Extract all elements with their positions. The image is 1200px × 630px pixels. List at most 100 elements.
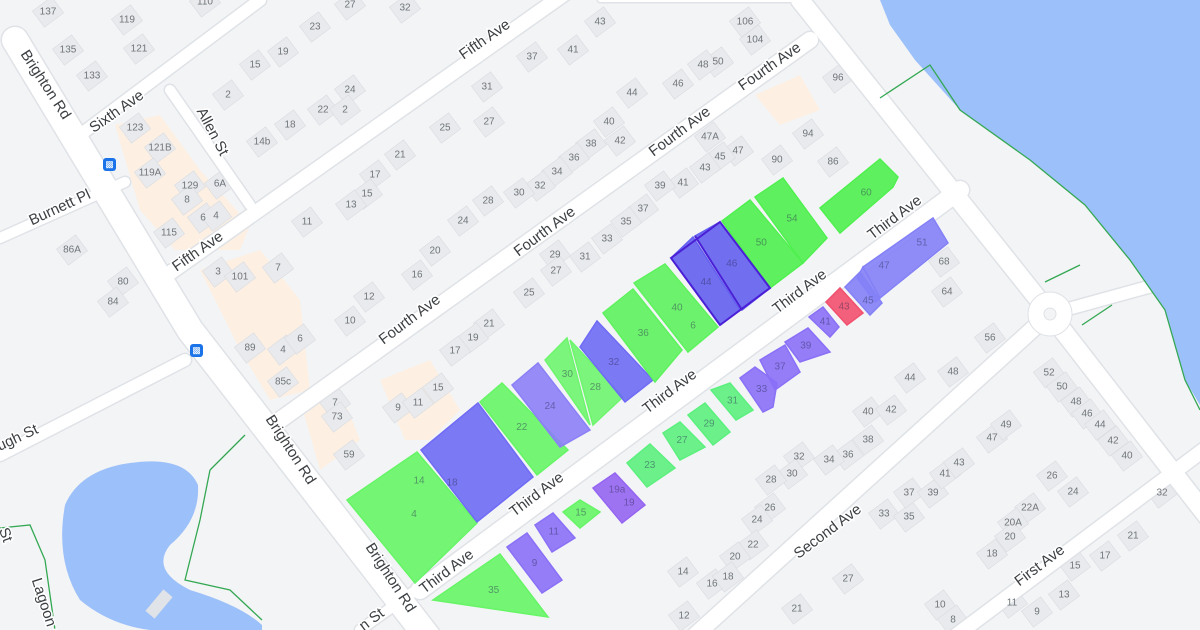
road[interactable] [165, 85, 255, 210]
building [615, 77, 649, 109]
building [666, 556, 700, 588]
parcel-15[interactable] [561, 499, 602, 529]
house-number: 44 [904, 373, 916, 384]
house-number: 26 [1046, 471, 1058, 482]
parcel-39[interactable] [783, 327, 832, 363]
parcel-23[interactable] [625, 442, 677, 489]
roundabout[interactable] [1043, 307, 1057, 321]
house-number: 32 [793, 452, 805, 463]
footbridge [145, 589, 173, 619]
building [930, 276, 964, 308]
road[interactable] [355, 575, 435, 630]
road[interactable] [950, 443, 1200, 630]
road[interactable] [0, 354, 191, 461]
house-number: 86A [63, 245, 81, 256]
parcel-36[interactable] [601, 287, 683, 384]
parcel-45[interactable] [843, 270, 883, 317]
house-number: 121B [148, 143, 172, 154]
house-number: 90 [771, 155, 783, 166]
house-number: 50 [712, 57, 724, 68]
road[interactable] [0, 177, 130, 243]
house-number: 18 [722, 572, 734, 583]
house-number: 16 [411, 270, 423, 281]
parcel-label: 41 [820, 317, 832, 328]
building [740, 504, 774, 536]
house-number: 3 [215, 267, 221, 278]
building [791, 118, 825, 150]
parcel-31[interactable] [709, 382, 755, 421]
parcel-24[interactable] [510, 361, 592, 448]
building [470, 71, 504, 103]
building [1083, 409, 1117, 441]
building [75, 60, 109, 92]
parcel-40[interactable] [632, 263, 720, 354]
house-number: 17 [1099, 551, 1111, 562]
parcel-18[interactable] [419, 401, 535, 524]
house-number: 110 [197, 0, 213, 8]
parcel-29[interactable] [686, 401, 732, 447]
parcel-4[interactable] [345, 450, 479, 585]
house-number: 26 [764, 503, 776, 514]
road[interactable] [689, 310, 1053, 630]
parcel-label: 33 [756, 384, 768, 395]
house-number: 86 [827, 157, 839, 168]
house-number: 35 [903, 512, 915, 523]
building [320, 401, 354, 433]
house-number: 14b [254, 137, 271, 148]
road[interactable] [2, 27, 439, 630]
building [583, 6, 617, 38]
road[interactable] [74, 0, 266, 141]
selected-parcel-outline [669, 220, 772, 327]
house-number: 115 [161, 228, 177, 239]
parcel-33[interactable] [738, 366, 778, 413]
building [333, 74, 367, 106]
building [472, 106, 506, 138]
house-number: 27 [483, 117, 495, 128]
road[interactable] [153, 0, 570, 287]
house-number: 29 [549, 250, 561, 261]
parcel-22[interactable] [478, 381, 570, 477]
building [851, 424, 885, 456]
house-number: 8 [950, 615, 956, 626]
road[interactable] [411, 181, 969, 599]
bus-stop-icon[interactable]: ▩ [103, 158, 116, 171]
house-number: 41 [567, 45, 579, 56]
parcel-43[interactable] [824, 286, 865, 327]
house-number: 44 [626, 88, 638, 99]
building [110, 4, 144, 36]
building [502, 177, 536, 209]
parcel-11[interactable] [533, 512, 577, 554]
parcel-35[interactable] [431, 552, 550, 619]
parcel-54[interactable] [753, 176, 828, 265]
parcel-41[interactable] [807, 305, 840, 339]
parcel-60[interactable] [818, 157, 899, 235]
building [1110, 440, 1144, 472]
parcel-28[interactable] [569, 339, 625, 427]
parcel-19a[interactable] [591, 472, 647, 525]
building [942, 447, 976, 479]
house-number: 34 [551, 167, 563, 178]
building [874, 394, 908, 426]
parcel-label: 46 [726, 259, 738, 270]
parcel-27[interactable] [661, 421, 707, 461]
house-number: 43 [594, 17, 606, 28]
building [1047, 579, 1081, 611]
building [332, 439, 366, 471]
bus-stop-icon[interactable]: ▩ [190, 344, 203, 357]
house-number: 104 [747, 35, 764, 46]
parcel-9[interactable] [505, 531, 564, 595]
building [418, 235, 452, 267]
house-number: 24 [457, 216, 469, 227]
road[interactable] [272, 32, 818, 428]
house-number: 45 [714, 152, 726, 163]
house-number: 13 [1058, 590, 1070, 601]
house-number: 39 [927, 488, 939, 499]
parcel-label: 29 [703, 418, 715, 429]
parcel-30[interactable] [544, 336, 591, 426]
building [55, 234, 89, 266]
parcel-label: 24 [544, 401, 556, 412]
house-number: 28 [765, 475, 777, 486]
parcel-label: 28 [590, 382, 602, 393]
house-number: 13 [345, 200, 357, 211]
